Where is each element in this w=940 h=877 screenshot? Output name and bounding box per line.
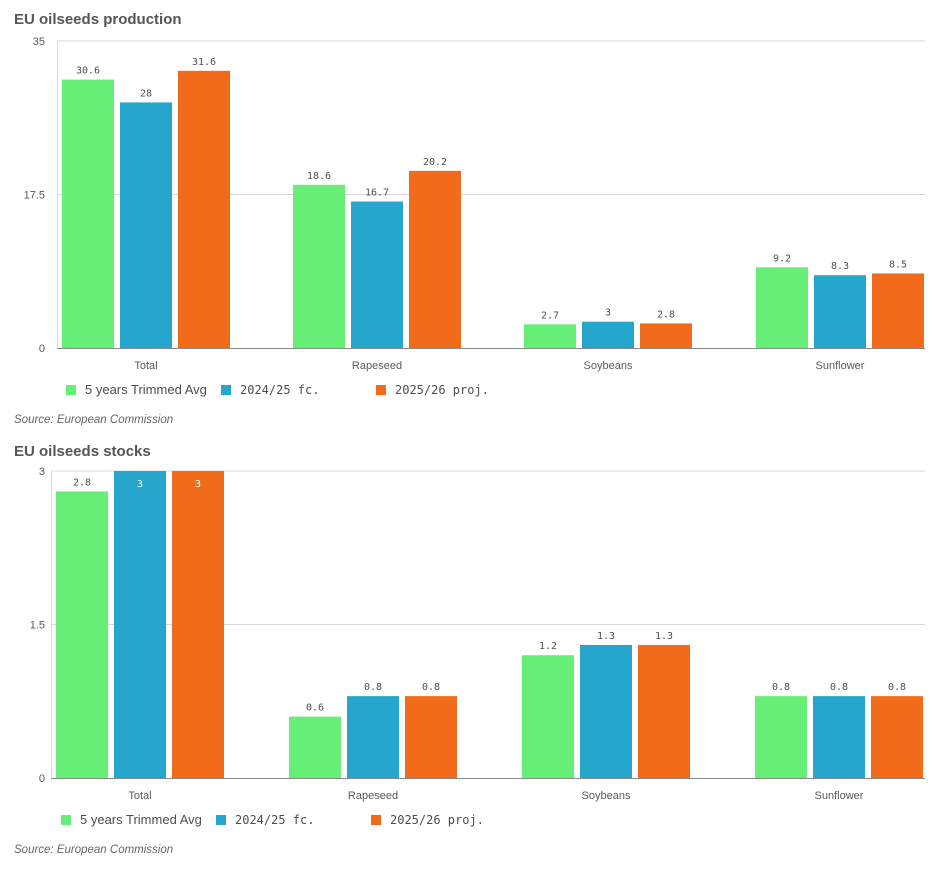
category-label: Rapeseed [348, 790, 398, 802]
bar-proj[interactable] [638, 644, 690, 778]
legend-swatch-proj [376, 384, 386, 395]
bar-proj[interactable] [409, 170, 461, 348]
data-label: 16.7 [365, 188, 389, 199]
stocks-legend[interactable]: 5 years Trimmed Avg 2024/25 fc. 2025/26 … [61, 812, 526, 827]
data-label: 0.8 [422, 682, 440, 693]
category-label: Total [134, 360, 157, 372]
legend-label-fc: 2024/25 fc. [240, 382, 320, 397]
legend-item-avg[interactable]: 5 years Trimmed Avg [61, 812, 216, 827]
bar-proj[interactable] [640, 323, 692, 348]
data-label: 2.8 [73, 477, 91, 488]
y-tick-label: 0 [39, 343, 45, 355]
legend-item-fc[interactable]: 2024/25 fc. [216, 812, 371, 827]
category-label: Sunflower [815, 790, 864, 802]
y-tick-label: 17.5 [24, 190, 45, 202]
bar-fc[interactable] [120, 102, 172, 349]
y-tick-label: 1.5 [30, 620, 45, 632]
bar-proj[interactable] [872, 273, 924, 348]
stocks-chart-title: EU oilseeds stocks [14, 443, 151, 460]
stocks-source: Source: European Commission [14, 844, 174, 856]
legend-label-avg: 5 years Trimmed Avg [80, 812, 202, 827]
bar-avg[interactable] [524, 324, 576, 348]
data-label: 0.6 [306, 703, 324, 714]
bar-fc[interactable] [580, 644, 632, 778]
category-label: Rapeseed [352, 360, 402, 372]
y-tick-label: 35 [33, 36, 45, 48]
data-label: 28 [140, 88, 152, 99]
bar-avg[interactable] [293, 184, 345, 348]
data-label: 0.8 [888, 682, 906, 693]
legend-label-proj: 2025/26 proj. [395, 382, 489, 397]
data-label: 8.3 [831, 261, 849, 272]
data-label: 1.2 [539, 641, 557, 652]
data-label: 1.3 [655, 631, 673, 642]
data-label: 31.6 [192, 57, 216, 68]
legend-item-avg[interactable]: 5 years Trimmed Avg [66, 382, 221, 397]
bar-fc[interactable] [813, 696, 865, 778]
stocks-chart-svg: 0 1.5 3 2.8 3 3 Total 0.6 0.8 0.8 Rapeseed 1.2 1.3 1.… [30, 466, 925, 802]
legend-label-fc: 2024/25 fc. [235, 812, 315, 827]
bar-avg[interactable] [756, 267, 808, 348]
data-label: 2.8 [657, 309, 675, 320]
legend-swatch-avg [66, 384, 76, 395]
legend-swatch-fc [221, 384, 231, 395]
y-tick-label: 3 [39, 466, 45, 478]
category-label: Soybeans [582, 790, 631, 802]
bar-fc[interactable] [351, 201, 403, 348]
production-source: Source: European Commission [14, 414, 174, 426]
bar-avg[interactable] [522, 655, 574, 778]
production-legend[interactable]: 5 years Trimmed Avg 2024/25 fc. 2025/26 … [66, 382, 531, 397]
legend-item-proj[interactable]: 2025/26 proj. [371, 812, 526, 827]
category-label: Total [128, 790, 151, 802]
data-label: 18.6 [307, 171, 331, 182]
production-chart-panel: 0 17.5 35 30.6 28 31.6 Total 18.6 16.7 20.2 Rapese… [0, 0, 940, 430]
category-label: Soybeans [584, 360, 633, 372]
data-label: 0.8 [830, 682, 848, 693]
production-chart-svg: 0 17.5 35 30.6 28 31.6 Total 18.6 16.7 20.2 Rapese… [24, 36, 925, 372]
legend-label-proj: 2025/26 proj. [390, 812, 484, 827]
stocks-chart-panel: 0 1.5 3 2.8 3 3 Total 0.6 0.8 0.8 Rapeseed 1.2 1.3 1.… [0, 430, 940, 860]
legend-item-proj[interactable]: 2025/26 proj. [376, 382, 531, 397]
data-label: 3 [195, 479, 201, 490]
bar-proj[interactable] [172, 471, 224, 778]
bar-proj[interactable] [405, 696, 457, 778]
legend-swatch-proj [371, 814, 381, 825]
bar-avg[interactable] [755, 696, 807, 778]
data-label: 0.8 [772, 682, 790, 693]
data-label: 2.7 [541, 310, 559, 321]
bar-avg[interactable] [289, 716, 341, 778]
data-label: 20.2 [423, 157, 447, 168]
data-label: 3 [137, 479, 143, 490]
bar-fc[interactable] [347, 696, 399, 778]
data-label: 8.5 [889, 259, 907, 270]
legend-swatch-fc [216, 814, 226, 825]
bar-avg[interactable] [62, 79, 114, 348]
data-label: 1.3 [597, 631, 615, 642]
data-label: 0.8 [364, 682, 382, 693]
bar-fc[interactable] [582, 321, 634, 348]
legend-item-fc[interactable]: 2024/25 fc. [221, 382, 376, 397]
category-label: Sunflower [816, 360, 865, 372]
legend-swatch-avg [61, 814, 71, 825]
production-chart-title: EU oilseeds production [14, 11, 182, 28]
data-label: 3 [605, 308, 611, 319]
bar-fc[interactable] [814, 275, 866, 348]
data-label: 9.2 [773, 253, 791, 264]
bar-fc[interactable] [114, 471, 166, 778]
data-label: 30.6 [76, 66, 100, 77]
bar-avg[interactable] [56, 491, 108, 778]
bar-proj[interactable] [178, 70, 230, 348]
bar-proj[interactable] [871, 696, 923, 778]
y-tick-label: 0 [39, 773, 45, 785]
legend-label-avg: 5 years Trimmed Avg [85, 382, 207, 397]
